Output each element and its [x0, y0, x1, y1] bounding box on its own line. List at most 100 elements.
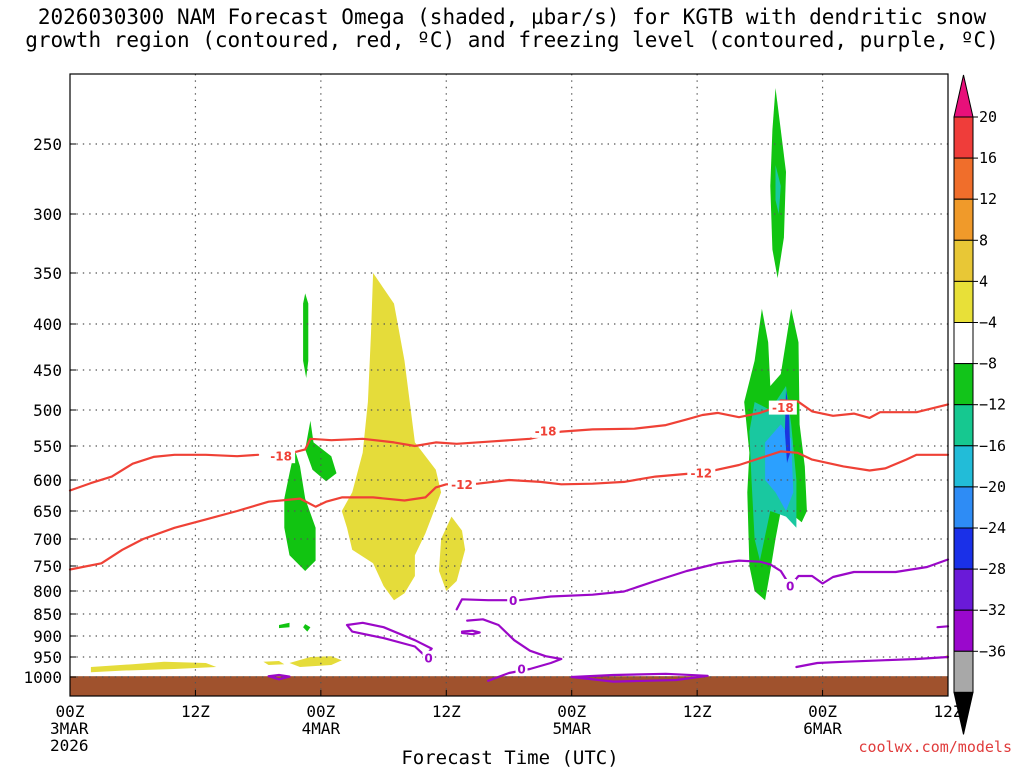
plot-background	[70, 74, 948, 696]
contour-label: -18	[535, 424, 557, 438]
colorbar-label: −20	[979, 478, 1006, 496]
y-tick-label: 300	[33, 205, 62, 224]
colorbar-label: −16	[979, 437, 1006, 455]
contour-label-bg	[768, 400, 797, 415]
omega-region-neg_4_8	[279, 622, 290, 629]
title-line-2: growth region (contoured, red, ºC) and f…	[25, 28, 999, 52]
y-tick-label: 1000	[23, 668, 62, 687]
x-tick-label: 12Z	[181, 702, 210, 721]
x-tick-label: 12Z	[934, 702, 963, 721]
contour-label: -18	[772, 401, 794, 415]
omega-region-pos_4_8	[263, 661, 285, 665]
colorbar-swatch	[953, 609, 974, 652]
contour-label: -12	[690, 467, 712, 481]
x-tick-label: 3MAR	[50, 719, 89, 738]
dgz-contour	[68, 453, 260, 492]
contour-label-bg	[784, 579, 797, 593]
contour-label: 0	[517, 663, 525, 677]
dgz-contour	[68, 450, 950, 571]
omega-region-neg_4_8	[284, 449, 316, 571]
colorbar-label: 8	[979, 231, 988, 249]
contour-label-bg	[531, 423, 560, 438]
y-tick-label: 600	[33, 471, 62, 490]
freezing-level-contour	[936, 625, 950, 629]
colorbar-label: −4	[979, 314, 997, 332]
y-tick-label: 450	[33, 361, 62, 380]
contour-label: -18	[270, 450, 292, 464]
y-tick-label: 700	[33, 530, 62, 549]
freezing-level-contour	[455, 558, 950, 611]
contour-label-bg	[687, 466, 716, 481]
colorbar-swatch	[953, 404, 974, 447]
colorbar-label: −8	[979, 355, 997, 373]
contour-label: -12	[451, 478, 473, 492]
ground-surface	[70, 676, 948, 696]
omega-region-pos_4_8	[341, 273, 442, 601]
y-tick-label: 350	[33, 264, 62, 283]
colorbar-label: 12	[979, 190, 997, 208]
colorbar-swatch	[953, 239, 974, 282]
x-tick-label: 00Z	[808, 702, 837, 721]
colorbar-swatch	[953, 198, 974, 241]
colorbar-label: −28	[979, 560, 1006, 578]
colorbar-label: 20	[979, 108, 997, 126]
y-tick-label: 250	[33, 135, 62, 154]
colorbar-swatch	[953, 445, 974, 488]
freezing-level-contour	[460, 629, 481, 636]
colorbar-swatch	[953, 116, 974, 159]
contour-label-bg	[447, 477, 476, 492]
omega-region-pos_4_8	[439, 516, 466, 591]
y-tick-label: 800	[33, 582, 62, 601]
freezing-level-contour	[570, 672, 709, 683]
y-tick-label: 400	[33, 315, 62, 334]
omega-region-pos_4_8	[289, 656, 342, 667]
colorbar-swatch	[953, 568, 974, 611]
colorbar-bottom-arrow	[953, 691, 974, 735]
y-tick-label: 750	[33, 557, 62, 576]
contour-label-bg	[515, 662, 528, 676]
colorbar-label: −36	[979, 642, 1006, 660]
y-tick-label: 950	[33, 648, 62, 667]
contour-label: 0	[786, 580, 794, 594]
omega-region-neg_8_12	[775, 165, 781, 214]
x-axis-label: Forecast Time (UTC)	[401, 747, 618, 768]
contour-label-bg	[267, 449, 296, 464]
contour-label-bg	[507, 593, 520, 608]
freezing-level-contour	[267, 673, 291, 681]
x-tick-label: 2026	[50, 736, 89, 755]
colorbar-label: −12	[979, 396, 1006, 414]
x-tick-label: 00Z	[56, 702, 85, 721]
colorbar: 20 16 12 8 4 −4 −8 −12 −16 −20 −24 −28 −32 −36	[953, 74, 1006, 735]
x-tick-label: 12Z	[683, 702, 712, 721]
x-tick-label: 5MAR	[552, 719, 591, 738]
colorbar-label: 4	[979, 272, 988, 290]
x-tick-label: 00Z	[557, 702, 586, 721]
y-tick-label: 650	[33, 502, 62, 521]
omega-region-pos_4_8	[90, 661, 217, 673]
x-tick-label: 6MAR	[803, 719, 842, 738]
colorbar-top-arrow	[953, 74, 974, 118]
colorbar-swatch	[953, 322, 974, 365]
plot-frame	[69, 73, 949, 697]
y-tick-label: 900	[33, 627, 62, 646]
y-tick-label: 500	[33, 401, 62, 420]
freezing-level-contour	[795, 655, 950, 669]
contour-label: 0	[509, 594, 517, 608]
y-tick-label: 850	[33, 605, 62, 624]
colorbar-swatch	[953, 157, 974, 200]
x-tick-label: 00Z	[306, 702, 335, 721]
colorbar-label: −32	[979, 601, 1006, 619]
title-line-1: 2026030300 NAM Forecast Omega (shaded, µ…	[37, 5, 987, 29]
dgz-contour	[267, 399, 950, 456]
y-tick-label: 550	[33, 437, 62, 456]
colorbar-label: −24	[979, 519, 1006, 537]
contour-label-bg	[422, 650, 435, 665]
chart-title: 2026030300 NAM Forecast Omega (shaded, µ…	[0, 6, 1024, 52]
x-tick-label: 4MAR	[302, 719, 341, 738]
omega-region-neg_4_8	[303, 624, 311, 632]
colorbar-swatch	[953, 650, 974, 693]
omega-region-neg_4_8	[305, 420, 337, 482]
x-tick-label: 12Z	[432, 702, 461, 721]
colorbar-label: 16	[979, 149, 997, 167]
